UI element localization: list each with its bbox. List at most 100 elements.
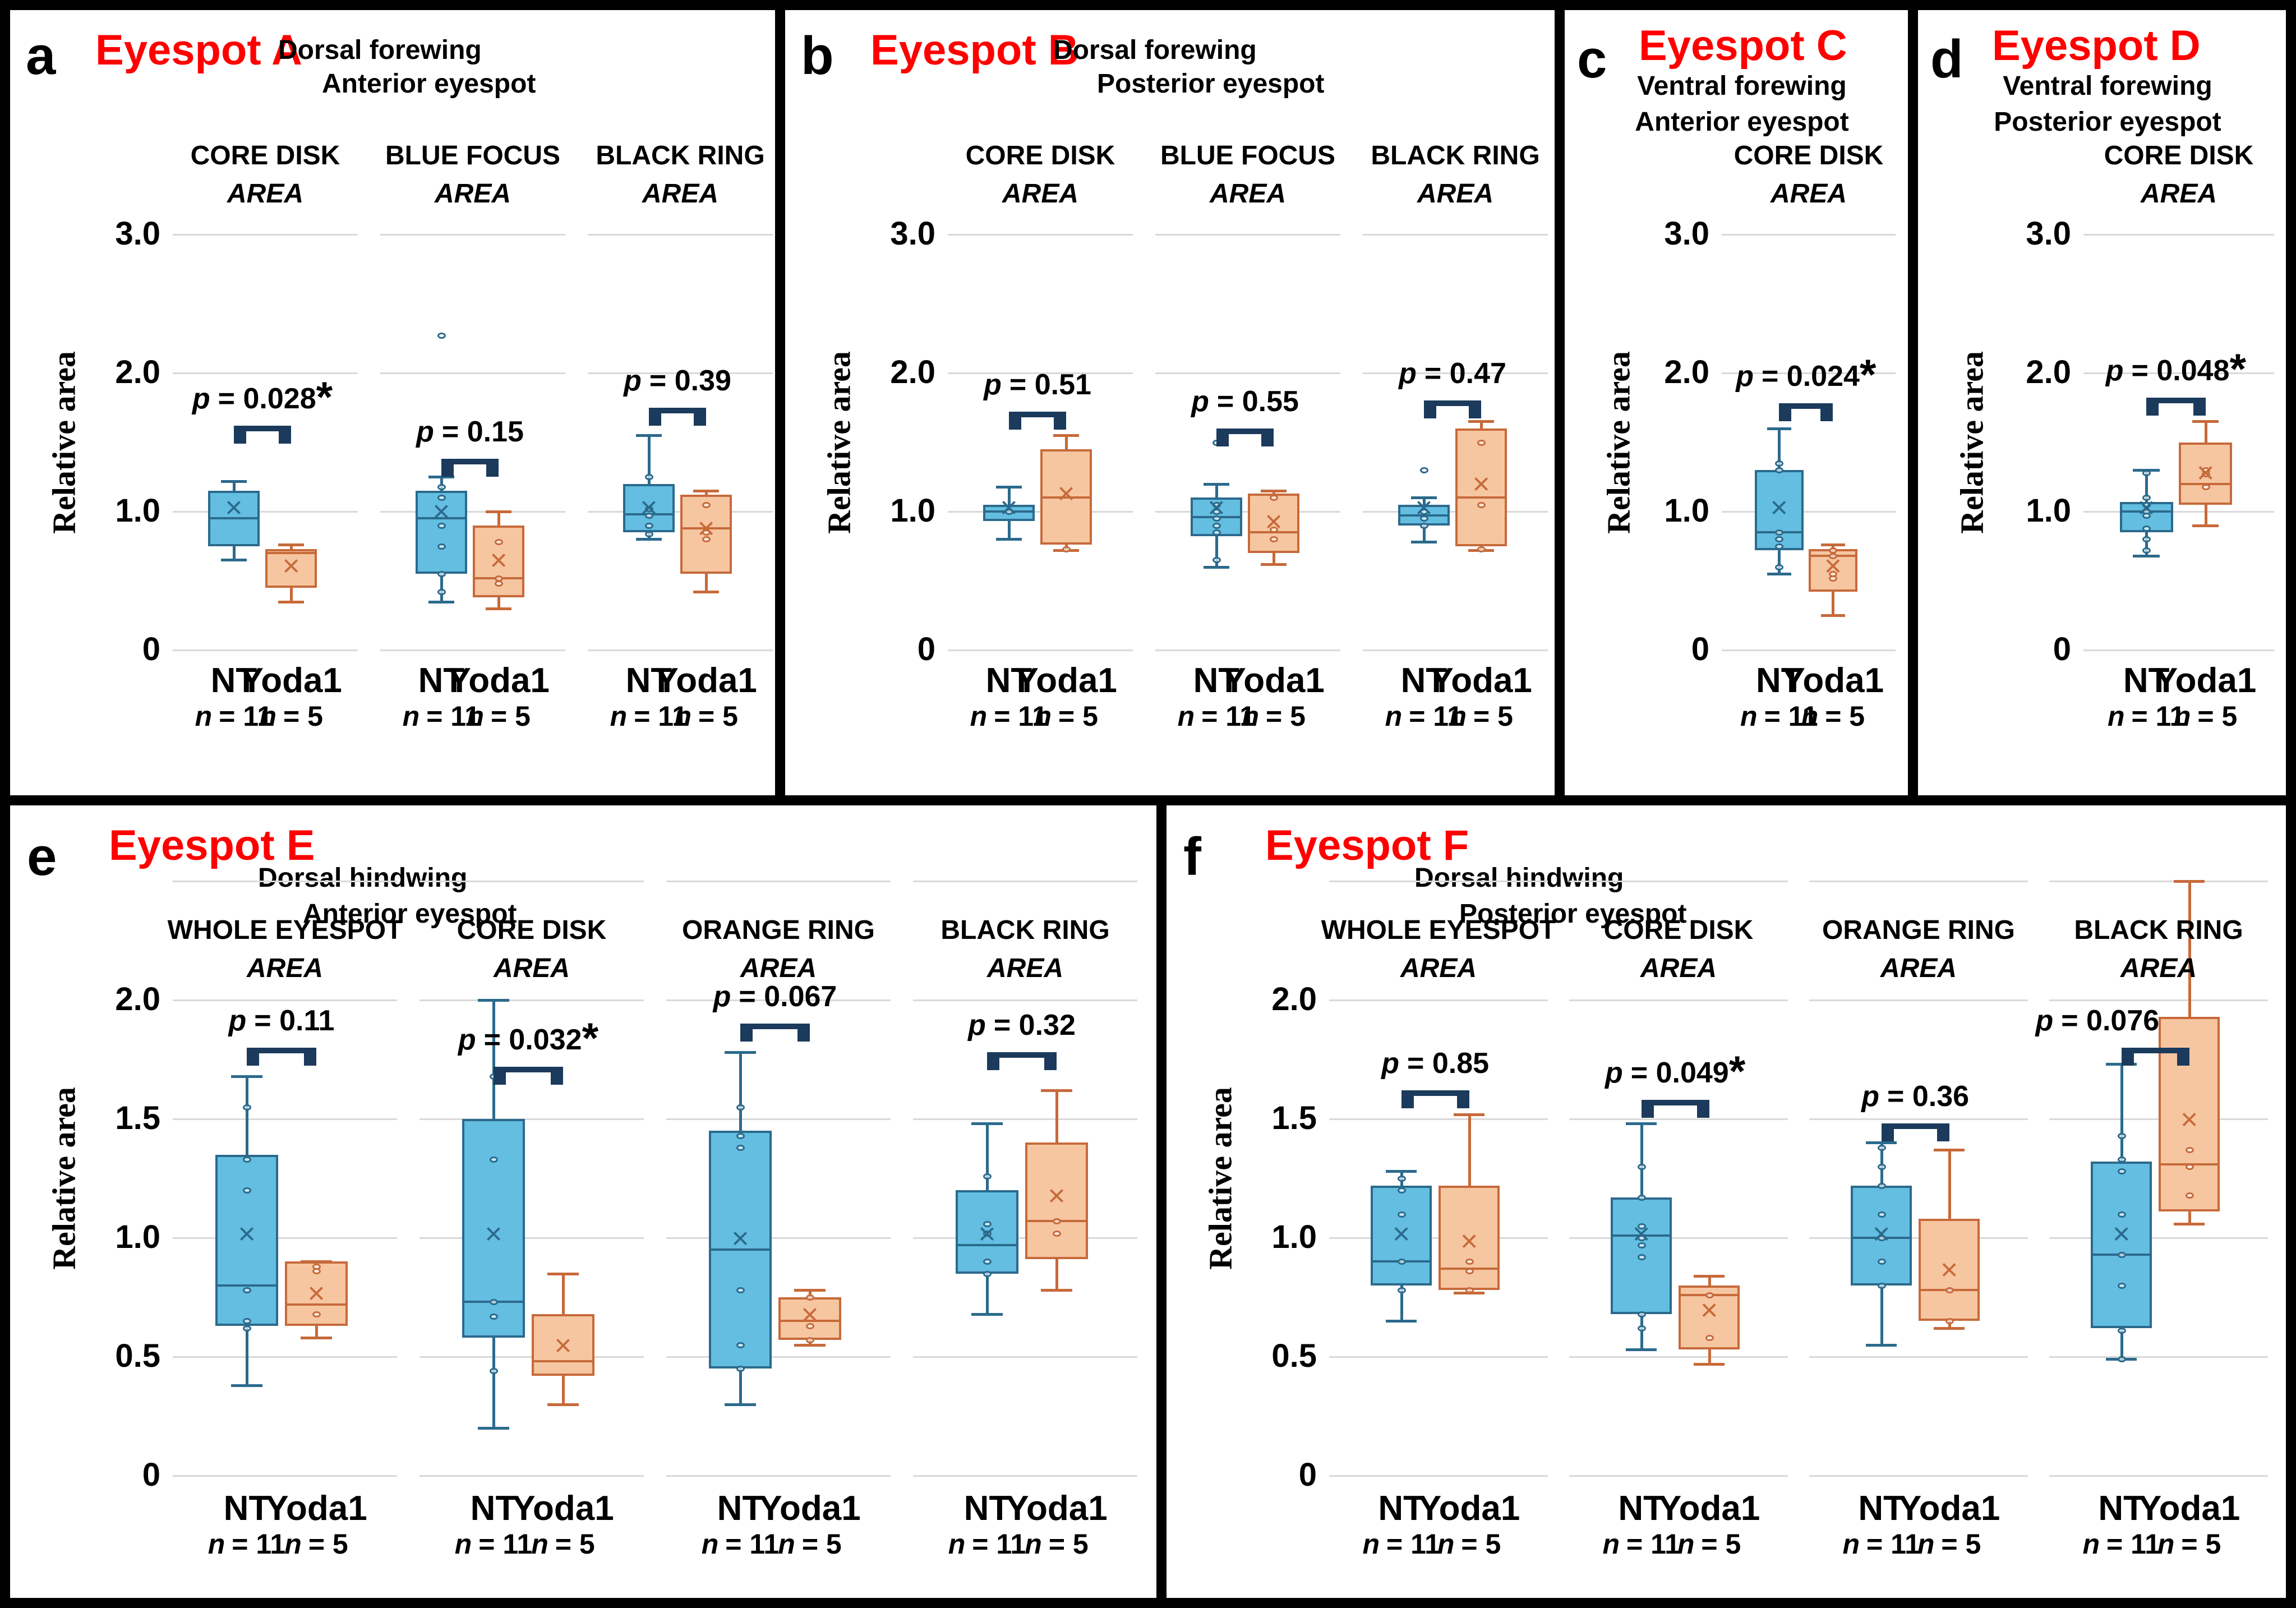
bracket-left-tick: [648, 407, 661, 426]
subplot-measure-title: ORANGE RING: [1822, 915, 2015, 945]
nt-group-label: NT: [210, 661, 257, 700]
y-tick-label: 0: [1298, 1457, 1317, 1493]
nt-sample-size-label: n = 11: [1792, 1528, 1971, 1560]
yoda-group-label: Yoda1: [1006, 1489, 1108, 1528]
nt-sample-size-value: = 11: [426, 701, 481, 732]
nt-data-point: [1877, 1163, 1886, 1170]
yoda-mean-marker: ×: [801, 1298, 819, 1332]
yoda-mean-marker: ×: [2180, 1103, 2198, 1137]
nt-data-point: [644, 513, 653, 519]
yoda-data-point: [1477, 439, 1486, 446]
yoda-data-point: [1477, 546, 1486, 552]
gridline: [419, 1118, 644, 1120]
yoda-lower-whisker-cap: [1820, 614, 1846, 618]
gridline: [419, 1475, 644, 1477]
nt-box: [215, 1154, 278, 1326]
nt-data-point: [983, 1259, 992, 1265]
yoda-sample-size-value: = 5: [698, 701, 738, 732]
gridline: [2049, 999, 2268, 1001]
n-symbol: n: [1801, 701, 1819, 732]
bracket-bar: [247, 1047, 316, 1053]
nt-upper-whisker-cap: [971, 1122, 1003, 1126]
nt-sample-size-value: = 11: [1201, 701, 1256, 732]
boxplot-chart: 0 1.0 2.0 3.0 × × p = 0.024*: [1664, 218, 1896, 666]
yoda-sample-size-value: = 5: [491, 701, 531, 732]
bracket-right-tick: [1261, 428, 1274, 446]
nt-data-point: [1877, 1211, 1886, 1218]
nt-median-line: [956, 1243, 1018, 1246]
p-symbol: p: [1381, 1047, 1400, 1080]
nt-group-label: NT: [2098, 1489, 2145, 1528]
n-symbol: n: [701, 1528, 719, 1560]
gridline: [173, 1237, 397, 1239]
p-symbol: p: [2035, 1004, 2054, 1037]
panel-title: Eyespot B: [870, 26, 1079, 74]
nt-mean-marker: ×: [238, 1217, 256, 1251]
p-value: = 0.11: [254, 1004, 335, 1037]
gridline: [173, 1118, 397, 1120]
gridline: [1155, 649, 1340, 651]
yoda-box: [1455, 428, 1507, 546]
nt-data-point: [644, 531, 653, 537]
subplot-measure-title: BLACK RING: [2074, 915, 2243, 945]
nt-data-point: [644, 506, 653, 513]
yoda-median-line: [1040, 496, 1092, 499]
bracket-right-tick: [1820, 403, 1833, 422]
n-symbol: n: [208, 1528, 225, 1560]
nt-data-point: [437, 543, 446, 550]
yoda-data-point: [312, 1268, 321, 1275]
nt-data-point: [983, 1270, 992, 1277]
bracket-left-tick: [2121, 1047, 2134, 1066]
yoda-median-line: [680, 527, 732, 529]
nt-sample-size-value: = 11: [2131, 701, 2186, 732]
nt-mean-marker: ×: [978, 1217, 996, 1251]
yoda-lower-whisker-cap: [1261, 563, 1287, 566]
nt-upper-whisker-cap: [1386, 1170, 1417, 1173]
nt-sample-size-value: = 11: [1866, 1528, 1920, 1560]
significance-bracket: [494, 1066, 563, 1086]
nt-data-point: [1637, 1325, 1646, 1332]
nt-data-point: [2117, 1356, 2126, 1363]
yoda-data-point: [1705, 1335, 1714, 1342]
gridline: [588, 234, 773, 236]
nt-group-label: NT: [470, 1489, 517, 1528]
yoda-upper-whisker-cap: [1041, 1089, 1072, 1093]
y-tick-label: 0: [917, 631, 935, 667]
gridline: [666, 1475, 891, 1477]
n-symbol: n: [1842, 1528, 1860, 1560]
gridline: [1363, 649, 1548, 651]
nt-group-label: NT: [1193, 661, 1240, 700]
gridline: [1329, 1475, 1548, 1477]
gridline: [173, 372, 358, 374]
bracket-bar: [1401, 1090, 1469, 1096]
bracket-right-tick: [1469, 400, 1482, 419]
bracket-right-tick: [1044, 1052, 1057, 1071]
panel-e: e Eyespot E Dorsal hindwing Anterior eyespo…: [10, 805, 1156, 1598]
subplot-area-title: AREA: [2140, 179, 2217, 209]
boxplot-chart: × × p = 0.076: [2035, 880, 2268, 1477]
y-tick-label: 1.5: [115, 1100, 160, 1136]
gridline: [1329, 881, 1548, 882]
yoda-sample-size-value: = 5: [2181, 1528, 2221, 1560]
nt-data-point: [983, 1230, 992, 1237]
gridline: [173, 1475, 397, 1477]
n-symbol: n: [2173, 701, 2191, 732]
nt-data-point: [1212, 515, 1221, 522]
nt-upper-whisker-cap: [1767, 427, 1791, 430]
yoda-upper-whisker-cap: [547, 1272, 579, 1275]
nt-data-point: [1419, 509, 1428, 515]
nt-data-point: [1212, 509, 1221, 515]
n-symbol: n: [402, 701, 420, 732]
bracket-right-tick: [1054, 412, 1067, 430]
yoda-sample-size-label: n = 5: [409, 700, 588, 732]
p-symbol: p: [968, 1009, 986, 1042]
y-axis-label: Relative area: [1953, 351, 1990, 534]
yoda-mean-marker: ×: [282, 549, 300, 583]
subplot-area-title: AREA: [642, 179, 718, 209]
n-symbol: n: [970, 701, 988, 732]
panel-a: a Eyespot A Dorsal forewing Anterior eyespo…: [10, 10, 775, 795]
panel-f: f Eyespot F Dorsal hindwing Posterior eyesp…: [1167, 805, 2286, 1598]
boxplot-chart: × × p = 0.36: [1809, 881, 2028, 1477]
yoda-data-point: [1829, 553, 1838, 560]
nt-sample-size-label: n = 11: [2057, 700, 2236, 732]
